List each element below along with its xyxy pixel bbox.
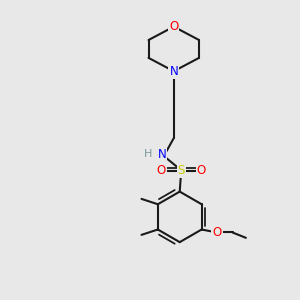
Text: O: O bbox=[197, 164, 206, 177]
Text: H: H bbox=[144, 149, 153, 160]
Text: O: O bbox=[156, 164, 166, 177]
Text: S: S bbox=[178, 164, 185, 177]
Text: O: O bbox=[169, 20, 178, 33]
Text: N: N bbox=[169, 65, 178, 78]
Text: O: O bbox=[212, 226, 222, 239]
Text: N: N bbox=[158, 148, 166, 161]
